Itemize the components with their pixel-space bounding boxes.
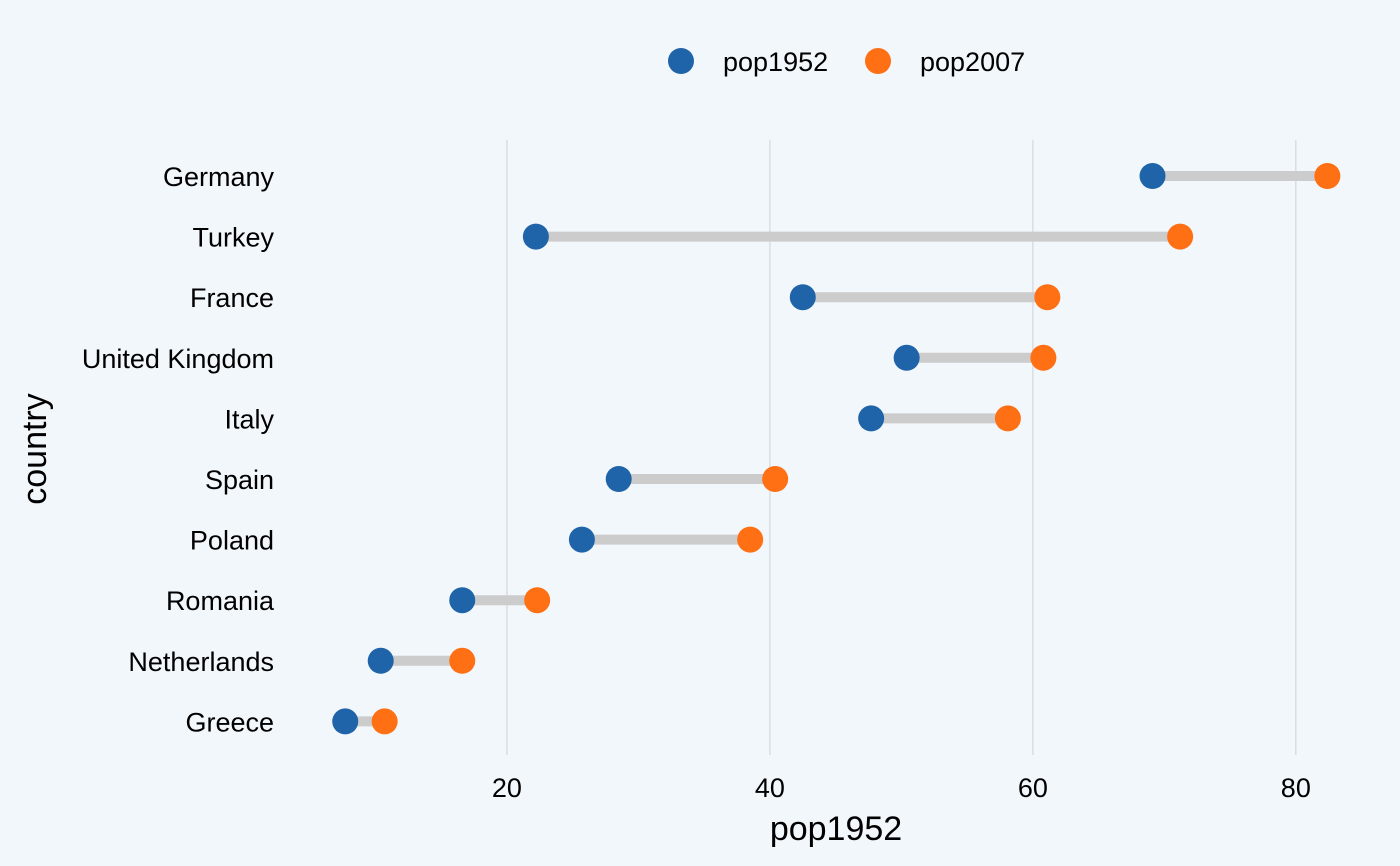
point-pop2007-germany [1314, 163, 1341, 189]
point-pop2007-spain [762, 466, 789, 492]
x-axis-title: pop1952 [770, 810, 902, 848]
y-tick-label: Netherlands [128, 647, 274, 677]
point-pop1952-poland [568, 526, 595, 553]
point-pop1952-italy [858, 405, 885, 432]
x-gridlines [506, 140, 1297, 755]
y-tick-label: United Kingdom [82, 344, 274, 374]
y-tick-label: Poland [190, 526, 274, 556]
legend-marker-pop2007 [865, 48, 891, 74]
dumbbell-points [332, 163, 1341, 735]
x-tick-label: 60 [1018, 773, 1048, 803]
x-tick-label: 40 [755, 773, 785, 803]
point-pop2007-italy [994, 405, 1021, 432]
point-pop2007-turkey [1167, 223, 1194, 250]
legend-label-pop1952: pop1952 [723, 47, 828, 77]
y-tick-label: Italy [224, 404, 274, 434]
point-pop2007-france [1034, 284, 1061, 311]
point-pop2007-greece [371, 708, 398, 735]
point-pop1952-greece [332, 708, 359, 735]
point-pop1952-germany [1139, 163, 1166, 189]
point-pop1952-spain [605, 466, 632, 492]
point-pop2007-netherlands [449, 647, 476, 674]
y-tick-label: Spain [205, 465, 274, 495]
point-pop1952-turkey [522, 223, 549, 250]
point-pop2007-poland [737, 526, 764, 553]
point-pop2007-united-kingdom [1030, 344, 1057, 371]
point-pop2007-romania [524, 587, 551, 614]
dumbbell-connectors [345, 171, 1328, 727]
y-tick-label: France [190, 283, 274, 313]
point-pop1952-united-kingdom [893, 344, 920, 371]
x-tick-label: 20 [492, 773, 522, 803]
y-tick-label: Greece [185, 707, 274, 737]
y-tick-label: Turkey [192, 223, 274, 253]
y-axis-title: country [16, 393, 54, 505]
point-pop1952-netherlands [367, 647, 394, 674]
x-tick-label: 80 [1281, 773, 1311, 803]
point-pop1952-romania [449, 587, 476, 614]
y-tick-label: Germany [163, 162, 275, 192]
y-tick-label: Romania [166, 586, 275, 616]
legend-marker-pop1952 [668, 48, 694, 74]
y-axis-tick-labels: Germany Turkey France United Kingdom Italy Sp… [82, 162, 275, 737]
chart-legend: pop1952 pop2007 [668, 47, 1025, 77]
x-axis-tick-labels: 20 40 60 80 [492, 773, 1311, 803]
point-pop1952-france [789, 284, 816, 311]
legend-label-pop2007: pop2007 [920, 47, 1025, 77]
